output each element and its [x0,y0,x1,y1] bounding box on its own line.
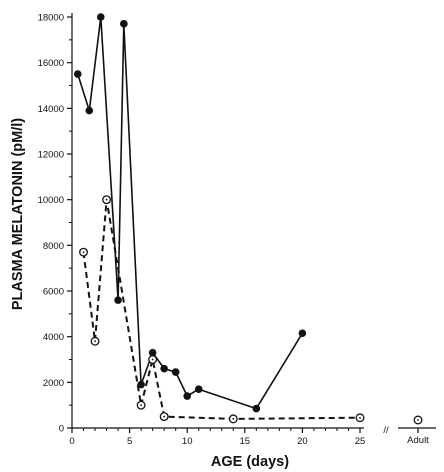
data-point-open-center [359,416,361,419]
series-layer [73,13,423,425]
data-point-filled [73,70,82,78]
series-line-dashed [82,198,361,420]
data-point-filled [183,392,191,400]
y-tick-label: 12000 [38,150,64,161]
y-tick-label: 6000 [43,287,64,298]
y-tick-label: 0 [59,424,64,435]
x-tick-label: 20 [297,436,308,447]
y-axis: 0 2000 4000 6000 8000 10000 12000 14000 16000 180… [38,13,73,435]
data-point-filled [160,364,168,373]
y-axis-title: PLASMA MELATONIN (pM/l) [10,118,26,310]
data-point-open-center [163,415,166,418]
data-point-open-center [140,404,143,407]
data-point-filled [194,385,203,393]
data-point-open-center [82,251,85,254]
y-tick-label: 2000 [43,378,64,389]
data-point-open-center [232,417,235,420]
x-tick-label: 15 [240,436,251,447]
y-tick-label: 10000 [38,195,64,206]
data-point-open-center [94,340,96,343]
x-tick-label: 10 [182,436,193,447]
data-point-filled [298,329,307,338]
data-point-filled [120,20,128,28]
y-tick-label: 14000 [38,104,64,115]
x-tick-label: 0 [69,436,74,447]
data-point-open-center [105,198,108,201]
adult-axis [398,427,436,433]
y-tick-label: 8000 [43,241,64,252]
data-point-filled [171,368,180,376]
y-tick-label: 16000 [38,58,64,69]
series-line-solid [77,16,304,410]
adult-label: Adult [407,435,429,446]
data-point-filled [85,106,94,115]
data-point-filled [137,380,145,389]
x-axis-title: AGE (days) [211,454,289,470]
x-tick-label: 25 [355,436,366,447]
axis-break-mark: // [383,425,389,436]
data-point-filled [252,404,261,413]
data-point-open-center [151,358,154,361]
data-point-filled [97,13,105,21]
adult-data-point-center [417,419,419,421]
y-tick-label: 18000 [38,13,64,24]
data-point-filled [148,348,157,357]
x-tick-label: 5 [127,436,132,447]
data-point-filled [114,296,122,304]
x-axis: 0 5 10 15 20 25 [69,427,366,447]
y-tick-label: 4000 [43,332,64,343]
